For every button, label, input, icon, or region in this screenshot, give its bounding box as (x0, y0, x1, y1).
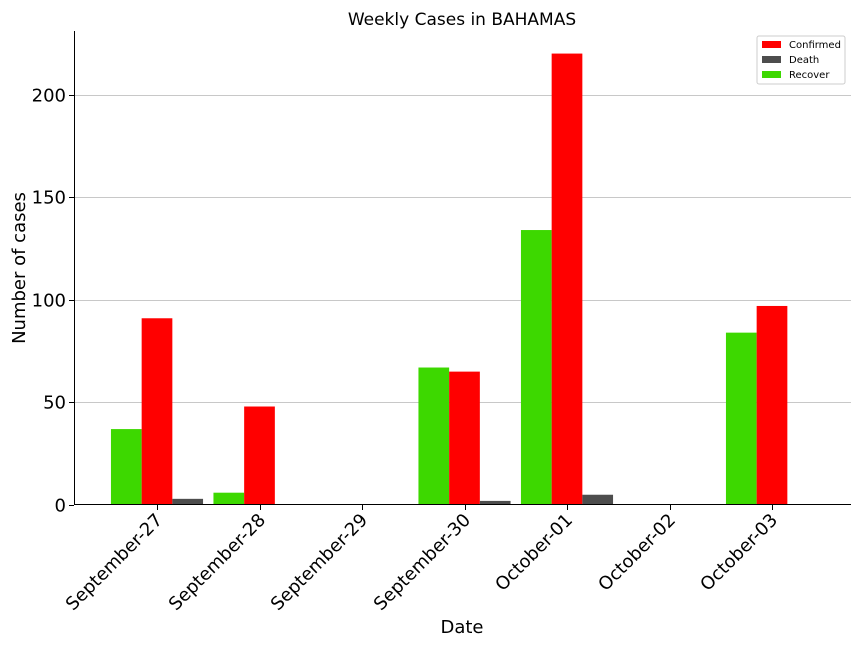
y-ticks: 0 50 100 150 200 (32, 86, 74, 517)
chart-title: Weekly Cases in BAHAMAS (348, 10, 576, 30)
bar-confirmed (756, 305, 788, 505)
x-tick-label: September-29 (267, 510, 372, 615)
bar-recover (418, 367, 450, 505)
legend: Confirmed Death Recover (756, 35, 846, 85)
bar-confirmed (449, 371, 480, 505)
x-tick-label: September-28 (165, 510, 270, 615)
bar-recover (520, 230, 552, 506)
bar-confirmed (141, 318, 173, 505)
axes (74, 31, 851, 505)
x-tick-label: October-02 (594, 510, 680, 596)
legend-label-death: Death (789, 55, 819, 66)
bar-confirmed (551, 53, 583, 505)
bar-death (479, 500, 511, 505)
x-tick-label: September-30 (370, 510, 475, 615)
legend-swatch-recover (762, 71, 781, 78)
y-tick-label: 100 (32, 291, 66, 312)
y-tick-label: 200 (32, 86, 66, 107)
bar-death (172, 498, 204, 505)
bar-recover (110, 429, 142, 505)
legend-label-recover: Recover (789, 70, 830, 81)
x-axis-title: Date (440, 617, 483, 638)
bar-death (582, 494, 614, 505)
legend-label-confirmed: Confirmed (789, 40, 841, 51)
x-tick-label: September-27 (62, 510, 167, 615)
legend-swatch-death (762, 56, 781, 63)
y-tick-label: 50 (43, 393, 66, 414)
x-ticks: September-27September-28September-29Sept… (62, 505, 782, 615)
x-tick-label: October-01 (491, 510, 577, 596)
bars (110, 53, 788, 506)
legend-swatch-confirmed (762, 41, 781, 48)
y-tick-label: 0 (55, 496, 66, 517)
bar-recover (213, 492, 245, 505)
bar-confirmed (244, 406, 275, 505)
bar-recover (725, 332, 757, 505)
y-axis-title: Number of cases (9, 192, 30, 344)
y-tick-label: 150 (32, 188, 66, 209)
x-tick-label: October-03 (696, 510, 782, 596)
